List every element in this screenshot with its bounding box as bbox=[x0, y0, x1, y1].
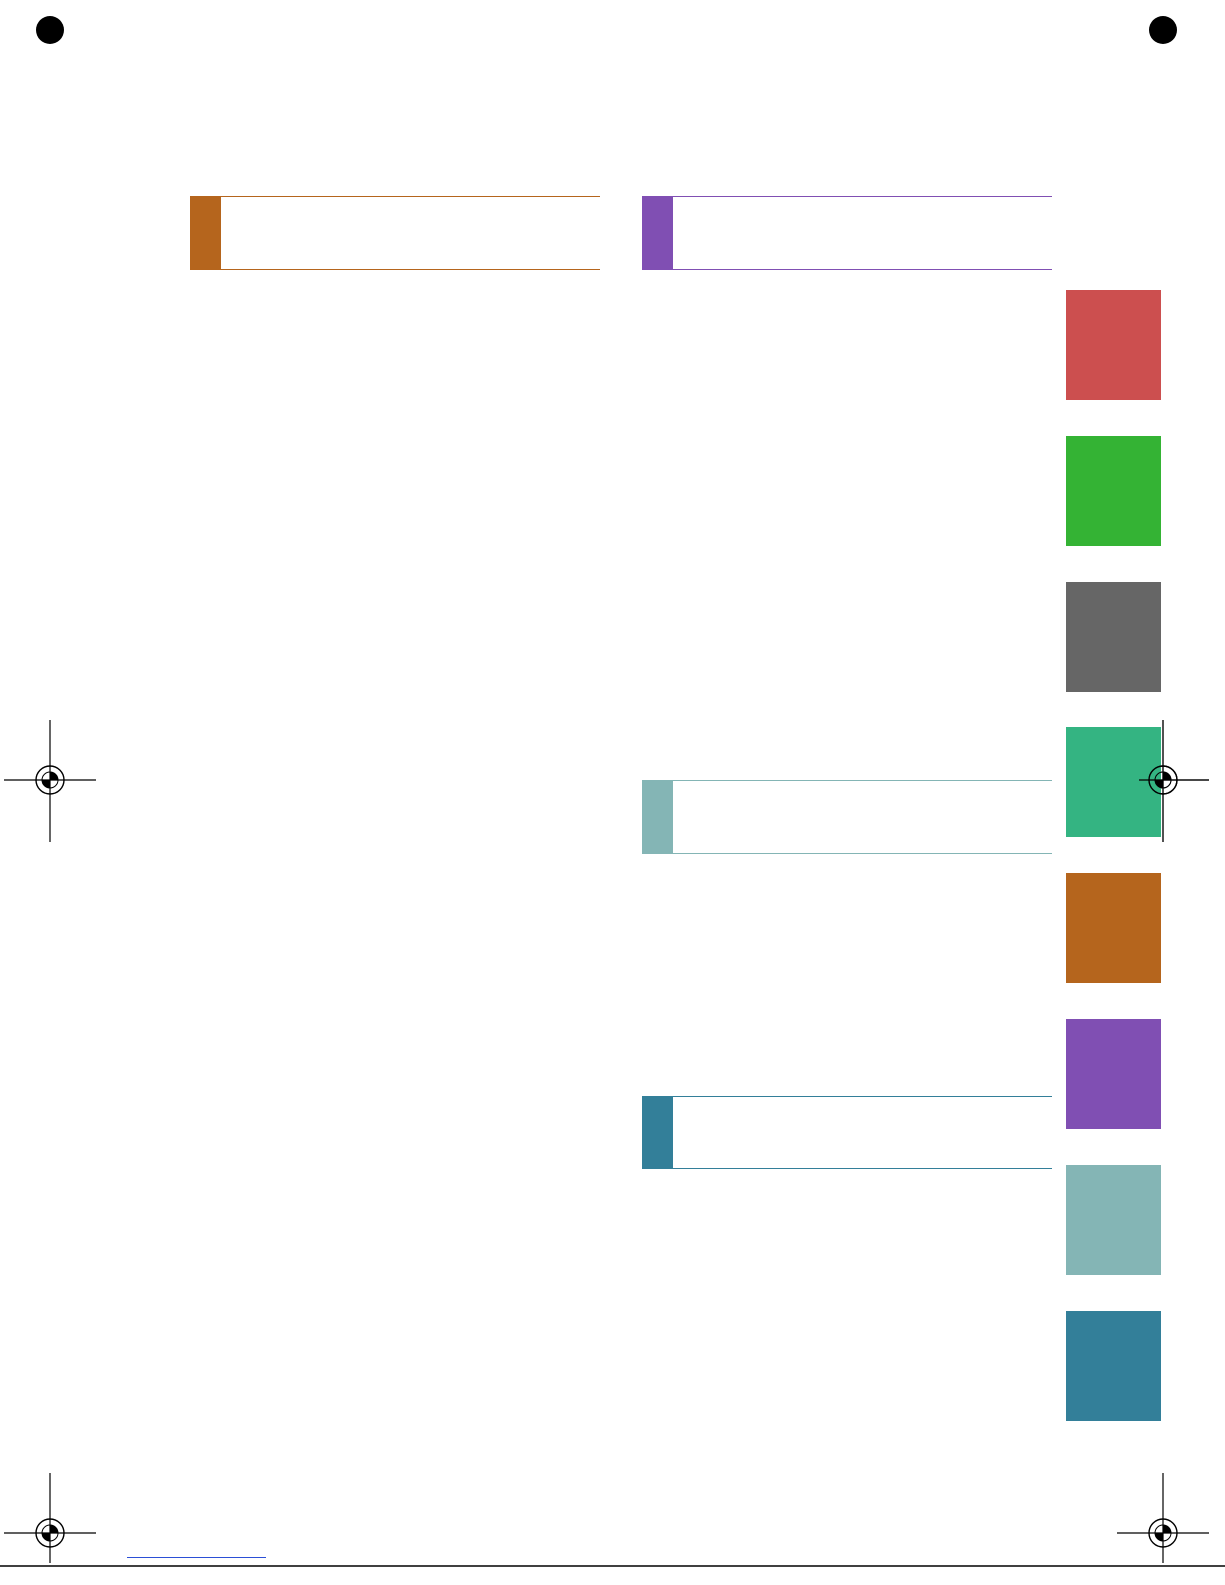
registration-mark bbox=[4, 1473, 96, 1563]
side-tab bbox=[1066, 436, 1161, 546]
registration-mark bbox=[1117, 0, 1209, 90]
section-header bbox=[190, 196, 600, 270]
registration-mark bbox=[4, 0, 96, 90]
side-tab bbox=[1066, 582, 1161, 692]
side-tab bbox=[1066, 1019, 1161, 1129]
section-header bbox=[642, 1096, 1052, 1169]
section-header bbox=[642, 780, 1052, 854]
registration-mark bbox=[1117, 1473, 1209, 1563]
side-tab bbox=[1066, 290, 1161, 400]
side-tab bbox=[1066, 1311, 1161, 1421]
side-tab bbox=[1066, 873, 1161, 983]
section-header bbox=[642, 196, 1052, 270]
registration-mark bbox=[4, 720, 96, 842]
registration-mark-overlay bbox=[1139, 720, 1209, 842]
side-tab bbox=[1066, 1165, 1161, 1275]
side-tab bbox=[1066, 727, 1161, 837]
